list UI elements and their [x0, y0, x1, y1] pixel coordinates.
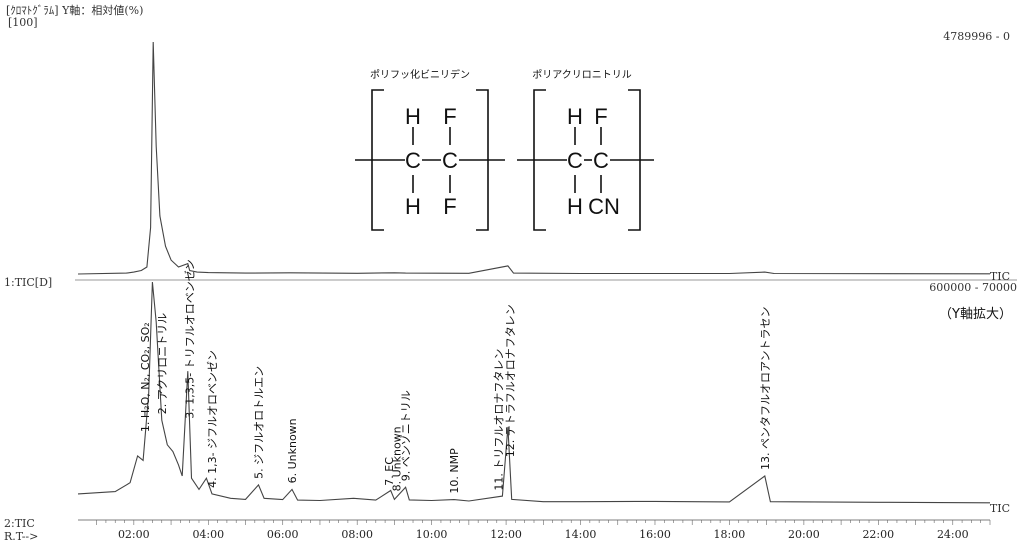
x-tick-label: 10:00 [416, 528, 448, 541]
peak-label-10: 10. NMP [448, 448, 461, 494]
polymer-2-carbon-left: C [567, 148, 583, 173]
peak-label-13: 13. ペンタフルオロアントラセン [759, 306, 772, 470]
polymer-1-name: ポリフッ化ビニリデン [370, 68, 470, 81]
x-tick-label: 24:00 [937, 528, 969, 541]
polymer-2-carbon-right: C [593, 148, 609, 173]
polymer-1-top-right-atom: F [443, 104, 456, 129]
range-top-label: 4789996 - 0 [943, 30, 1010, 43]
polymer-2-top-left-atom: H [567, 104, 583, 129]
peak-label-3: 3. 1,3,5- トリフルオロベンゼン [184, 259, 197, 418]
x-tick-label: 06:00 [267, 528, 299, 541]
peak-label-9: 9. ベンゾニトリル [400, 390, 413, 481]
x-tick-label: 18:00 [714, 528, 746, 541]
polymer-1-top-left-atom: H [405, 104, 421, 129]
panel1-label: 1:TIC[D] [4, 276, 52, 289]
x-tick-label: 20:00 [788, 528, 820, 541]
polymer-structures: ポリフッ化ビニリデン ポリアクリロニトリル H F C C H F [355, 68, 654, 231]
polymer-2-top-right-atom: F [594, 104, 607, 129]
rt-axis-label: R.T--> [4, 530, 38, 543]
x-tick-label: 12:00 [490, 528, 522, 541]
polymer-1-bottom-right-atom: F [443, 194, 456, 219]
trace-2 [77, 281, 991, 504]
peak-label-1: 1. H₂O, N₂, CO₂, SO₂ [139, 322, 152, 432]
panel2-label: 2:TIC [4, 517, 35, 530]
polymer-2-structure [517, 89, 654, 231]
polymer-1-carbon-left: C [405, 148, 421, 173]
tic-top-label: TIC [990, 270, 1010, 283]
peak-label-12: 12. テトラフルオロナフタレン [504, 304, 517, 457]
polymer-2-name: ポリアクリロニトリル [532, 69, 632, 81]
x-tick-label: 02:00 [118, 528, 150, 541]
y-zoom-note: （Y軸拡大） [939, 307, 1012, 322]
polymer-2-bottom-right-atom: CN [588, 194, 620, 219]
trace-1 [77, 41, 991, 275]
peak-label-6: 6. Unknown [286, 418, 299, 483]
x-tick-label: 14:00 [565, 528, 597, 541]
peak-label-2: 2. アクリロニトリル [156, 313, 169, 414]
chromatogram-title: [ｸﾛﾏﾄｸﾞﾗﾑ] Y軸：相対値(%) [6, 3, 143, 17]
x-tick-label: 04:00 [192, 528, 224, 541]
x-tick-label: 22:00 [862, 528, 894, 541]
peak-label-4: 4. 1,3- ジフルオロベンゼン [206, 350, 219, 488]
range-bottom-label: 600000 - 70000 [929, 281, 1017, 294]
y-scale-top-label: [100] [8, 16, 38, 29]
peak-label-8: 8. Unknown [390, 426, 403, 491]
polymer-1-bottom-left-atom: H [405, 194, 421, 219]
peak-label-7: 7. EC [383, 457, 396, 486]
polymer-1-carbon-right: C [442, 148, 458, 173]
peak-label-11: 11. トリフルオロナフタレン [493, 349, 506, 491]
x-tick-label: 16:00 [639, 528, 671, 541]
x-tick-label: 08:00 [341, 528, 373, 541]
tic-bottom-label: TIC [990, 502, 1010, 515]
peak-label-5: 5. ジフルオロトルエン [253, 366, 266, 479]
polymer-2-bottom-left-atom: H [567, 194, 583, 219]
polymer-1-structure [355, 89, 505, 231]
